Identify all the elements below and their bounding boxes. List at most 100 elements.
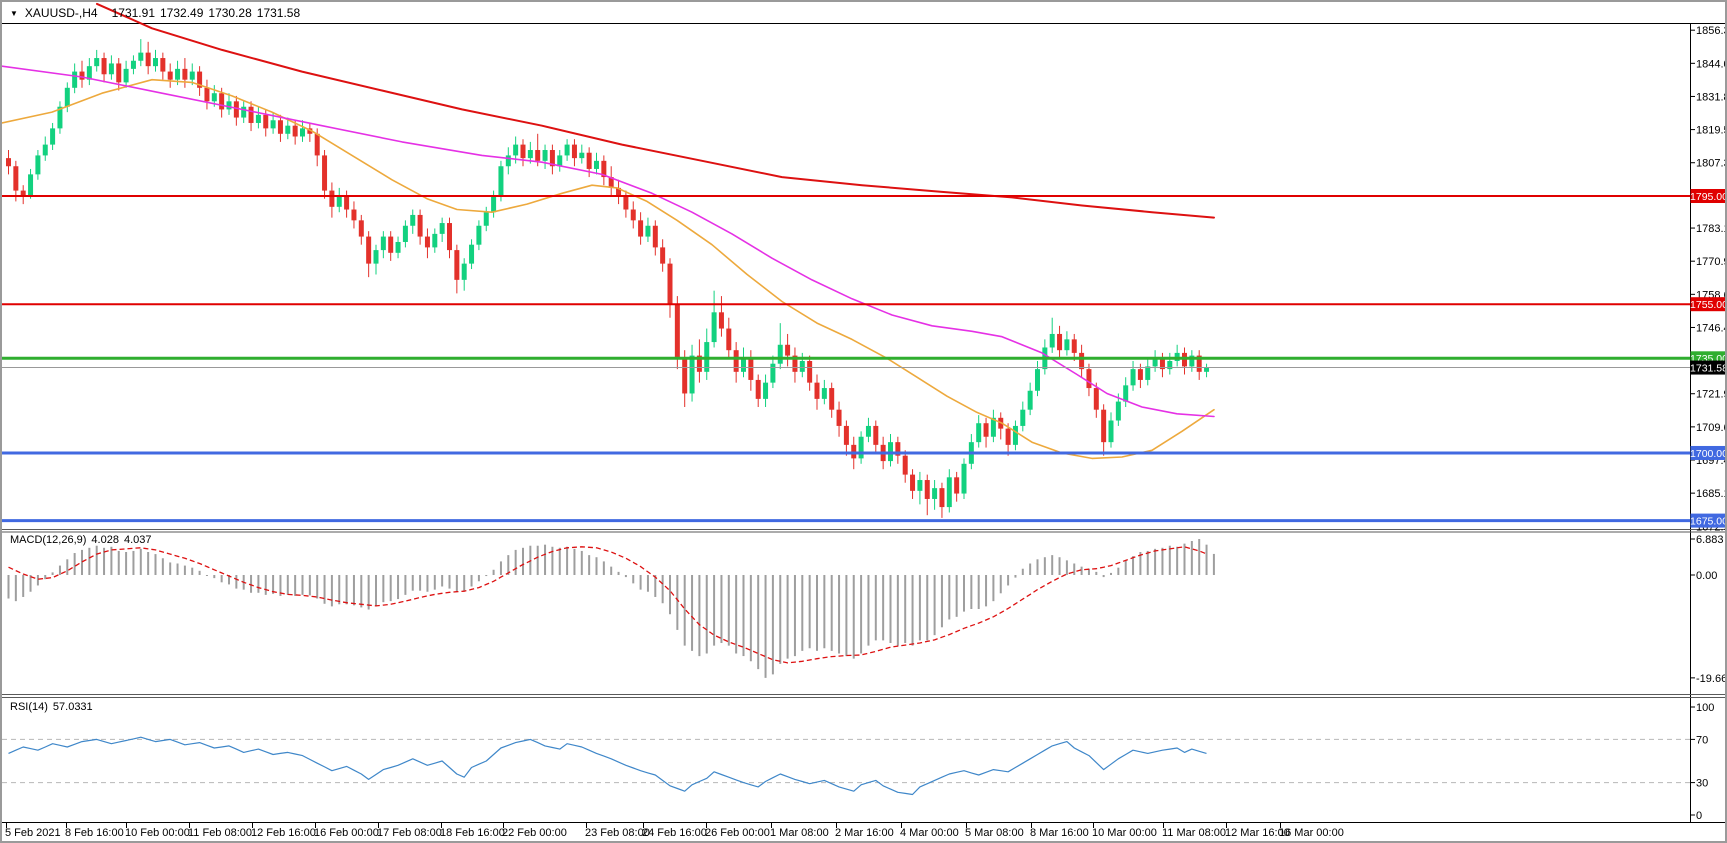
candle-body xyxy=(689,355,695,394)
price-scale-label: 1856.30 xyxy=(1696,25,1727,37)
time-axis[interactable] xyxy=(2,823,1727,843)
candle-body xyxy=(638,220,644,237)
current-price-badge xyxy=(1690,360,1725,375)
candle-body xyxy=(395,241,401,253)
candle-body xyxy=(763,382,769,399)
candle-body xyxy=(726,328,732,351)
rsi-name: RSI(14) xyxy=(10,701,48,713)
candle-body xyxy=(990,417,996,437)
candle-body xyxy=(792,355,798,372)
candle-body xyxy=(1057,333,1063,351)
price-scale-label: 1819.55 xyxy=(1696,125,1727,137)
candle-body xyxy=(674,304,680,359)
candle-body xyxy=(322,155,328,191)
candle-body xyxy=(366,236,372,264)
candle-body xyxy=(527,150,533,159)
candle-body xyxy=(1012,425,1018,445)
candle-body xyxy=(814,382,820,399)
price-badge-1700.00-text: 1700.00 xyxy=(1690,448,1727,460)
candle-body xyxy=(564,144,570,156)
candle-body xyxy=(755,379,761,399)
candle-body xyxy=(145,52,151,67)
candle-body xyxy=(1123,385,1129,402)
candle-body xyxy=(402,225,408,242)
rsi-scale-label: 0 xyxy=(1696,810,1702,822)
candle-body xyxy=(748,358,754,380)
candle-body xyxy=(1005,428,1011,445)
candle-body xyxy=(219,93,225,110)
price-badge-1755.00 xyxy=(1690,297,1725,312)
time-label: 22 Feb 00:00 xyxy=(502,827,567,839)
time-label: 16 Feb 00:00 xyxy=(314,827,379,839)
symbol-ohlc-info[interactable]: ▼ XAUUSD-,H4 1731.91 1732.49 1730.28 1731.58 xyxy=(10,6,300,20)
candle-body xyxy=(417,214,423,237)
price-scale-label: 1746.40 xyxy=(1696,322,1727,334)
candle-body xyxy=(1020,409,1026,426)
candle-body xyxy=(447,223,452,251)
candle-body xyxy=(865,425,871,437)
candle-body xyxy=(1204,367,1210,372)
candle-body xyxy=(1049,333,1055,348)
candle-body xyxy=(829,388,835,410)
ohlc-open: 1731.91 xyxy=(111,6,155,20)
time-label: 23 Feb 08:00 xyxy=(585,827,650,839)
candle-body xyxy=(42,144,48,156)
candle-body xyxy=(13,166,19,191)
symbol-dropdown-icon[interactable]: ▼ xyxy=(10,9,18,18)
candle-body xyxy=(571,144,577,159)
candle-body xyxy=(917,480,923,491)
rsi-panel[interactable] xyxy=(2,698,1690,822)
candle-body xyxy=(1101,409,1107,443)
rsi-line xyxy=(8,736,1207,796)
rsi-scale-label: 30 xyxy=(1696,778,1708,790)
candle-body xyxy=(94,58,100,67)
candle-body xyxy=(72,71,78,88)
price-axis[interactable] xyxy=(1691,2,1727,822)
candle-body xyxy=(373,250,379,264)
time-label: 24 Feb 16:00 xyxy=(642,827,707,839)
candle-body xyxy=(277,120,283,134)
candle-body xyxy=(424,236,430,248)
candle-body xyxy=(483,212,489,226)
candle-body xyxy=(285,125,291,134)
candle-body xyxy=(35,155,41,175)
candle-body xyxy=(167,71,173,80)
candle-body xyxy=(226,101,232,110)
candle-body xyxy=(380,236,386,251)
price-scale-label: 1831.80 xyxy=(1696,91,1727,103)
macd-histogram xyxy=(7,539,1215,678)
candle-body xyxy=(1035,369,1040,391)
candle-body xyxy=(718,312,724,329)
candle-body xyxy=(983,423,989,437)
symbol-period-label: XAUUSD-,H4 xyxy=(24,6,98,20)
candle-body xyxy=(108,63,114,75)
candle-body xyxy=(1071,339,1077,353)
macd-scale-label: -19.669 xyxy=(1696,673,1727,685)
candle-body xyxy=(28,174,34,196)
candle-body xyxy=(469,244,475,264)
candle-body xyxy=(388,236,394,253)
time-label: 26 Feb 00:00 xyxy=(705,827,770,839)
ma-slow-red-line xyxy=(96,2,1215,219)
candle-body xyxy=(924,480,930,499)
candle-body xyxy=(182,68,188,80)
candle-body xyxy=(1130,369,1136,386)
candle-body xyxy=(50,128,56,145)
candle-body xyxy=(1086,369,1092,389)
price-scale-label: 1783.15 xyxy=(1696,223,1727,235)
candle-body xyxy=(623,196,629,210)
candle-body xyxy=(667,263,673,305)
candle-body xyxy=(344,196,350,210)
candle-body xyxy=(1167,361,1173,370)
candle-body xyxy=(652,225,658,248)
candle-body xyxy=(1108,420,1114,443)
candle-body xyxy=(476,225,482,245)
candle-body xyxy=(799,361,805,372)
candle-body xyxy=(733,350,739,372)
candle-body xyxy=(843,425,849,445)
candle-body xyxy=(682,358,688,394)
candle-body xyxy=(741,358,746,372)
candle-body xyxy=(902,455,908,475)
